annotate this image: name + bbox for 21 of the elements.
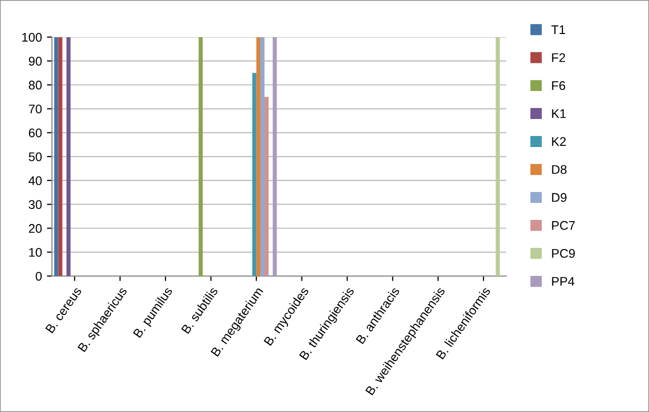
y-tick-label: 20 [28,224,42,233]
legend-label: PC9 [552,248,575,258]
legend-label: F2 [552,53,566,62]
legend-label: K2 [552,137,566,146]
y-tick-label: 10 [29,248,42,257]
y-tick-label: 30 [28,200,42,210]
y-tick-label: 0 [36,272,42,281]
y-tick-label: 60 [28,128,42,138]
legend-label: K1 [552,109,566,118]
y-tick-label: 40 [28,176,42,186]
y-tick-label: 100 [22,32,42,42]
legend-label: PP4 [552,277,574,286]
y-tick-label: 70 [28,104,42,114]
legend-label: D8 [552,165,567,174]
y-tick-label: 50 [28,152,42,162]
legend-label: PC7 [552,221,575,230]
legend-label: F6 [552,81,566,90]
y-tick-label: 80 [28,80,42,90]
y-tick-label: 90 [28,56,42,66]
legend-label: T1 [551,25,566,34]
legend-label: D9 [552,193,566,202]
